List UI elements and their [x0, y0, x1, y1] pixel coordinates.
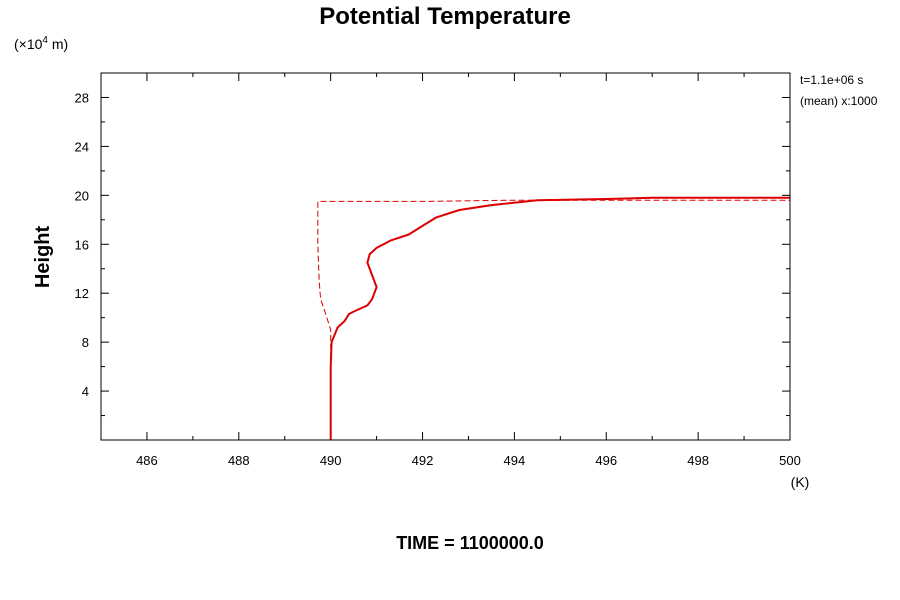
- x-tick-label: 488: [228, 453, 250, 468]
- dashed-series-line: [317, 199, 790, 440]
- y-tick-label: 24: [75, 139, 89, 154]
- y-axis-title: Height: [32, 226, 54, 289]
- y-tick-label: 12: [75, 286, 89, 301]
- x-tick-label: 490: [320, 453, 342, 468]
- y-tick-label: 8: [82, 335, 89, 350]
- axis-ticks: 486 488 490 492 494 496 498 500 4 8 12 16 20 24 28: [75, 72, 801, 468]
- y-unit-prefix: (×10: [14, 36, 43, 52]
- solid-series-line: [329, 196, 790, 440]
- y-axis-unit: (×104 m): [14, 35, 68, 52]
- x-tick-label: 494: [504, 453, 526, 468]
- plot-frame: [100, 72, 791, 441]
- y-tick-label: 16: [75, 237, 89, 252]
- x-axis-title: (K): [791, 474, 810, 490]
- x-tick-label: 496: [595, 453, 617, 468]
- x-tick-label: 500: [779, 453, 801, 468]
- data-series: [317, 196, 790, 440]
- y-unit-exponent: 4: [42, 35, 48, 46]
- x-tick-label: 486: [136, 453, 158, 468]
- y-unit-suffix: m): [48, 36, 68, 52]
- x-tick-label: 492: [412, 453, 434, 468]
- time-label: TIME = 1100000.0: [396, 533, 544, 553]
- y-tick-label: 4: [82, 384, 89, 399]
- annotation-time: t=1.1e+06 s: [800, 73, 863, 87]
- y-tick-label: 20: [75, 188, 89, 203]
- chart-title: Potential Temperature: [319, 3, 571, 30]
- y-tick-label: 28: [75, 90, 89, 105]
- annotation-mean: (mean) x:1000: [800, 94, 878, 108]
- x-tick-label: 498: [687, 453, 709, 468]
